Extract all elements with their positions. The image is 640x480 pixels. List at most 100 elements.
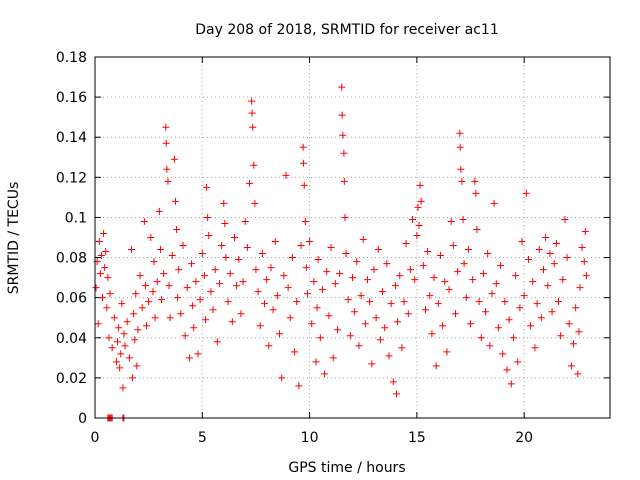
data-point bbox=[419, 262, 427, 270]
data-point bbox=[221, 219, 229, 227]
y-tick-label: 0.08 bbox=[56, 251, 87, 267]
data-point bbox=[396, 272, 404, 280]
data-point bbox=[185, 354, 193, 362]
data-point bbox=[389, 378, 397, 386]
data-point bbox=[353, 258, 361, 266]
data-point bbox=[565, 320, 573, 328]
data-point bbox=[414, 203, 422, 211]
data-point bbox=[479, 270, 487, 278]
data-point bbox=[149, 288, 157, 296]
data-point bbox=[179, 242, 187, 250]
data-point bbox=[104, 274, 112, 282]
data-point bbox=[570, 340, 578, 348]
data-point bbox=[308, 320, 316, 328]
data-point bbox=[248, 109, 256, 117]
data-point bbox=[472, 189, 480, 197]
data-point bbox=[222, 254, 230, 262]
data-point bbox=[580, 258, 588, 266]
data-point bbox=[416, 181, 424, 189]
data-point bbox=[342, 250, 350, 258]
data-point bbox=[503, 366, 511, 374]
x-tick-label: 5 bbox=[198, 430, 207, 446]
data-point bbox=[537, 314, 545, 322]
data-point bbox=[394, 318, 402, 326]
data-point bbox=[162, 123, 170, 131]
data-point bbox=[252, 266, 260, 274]
data-point bbox=[269, 306, 277, 314]
data-point bbox=[447, 217, 455, 225]
data-point bbox=[490, 199, 498, 207]
y-tick-label: 0.14 bbox=[56, 130, 87, 146]
data-point bbox=[574, 370, 582, 378]
data-point bbox=[494, 324, 502, 332]
data-point bbox=[155, 207, 163, 215]
data-point bbox=[340, 149, 348, 157]
data-point bbox=[501, 298, 509, 306]
data-point bbox=[125, 354, 133, 362]
data-point bbox=[145, 298, 153, 306]
data-point bbox=[514, 358, 522, 366]
data-point bbox=[359, 236, 367, 244]
data-point bbox=[316, 334, 324, 342]
data-point bbox=[205, 231, 213, 239]
data-point bbox=[505, 316, 513, 324]
data-point bbox=[372, 314, 380, 322]
data-point bbox=[302, 264, 310, 272]
data-point bbox=[171, 197, 179, 205]
data-point bbox=[458, 177, 466, 185]
x-tick-label: 20 bbox=[515, 430, 533, 446]
data-point bbox=[436, 252, 444, 260]
data-point bbox=[129, 374, 137, 382]
data-point bbox=[194, 350, 202, 358]
y-axis-label: SRMTID / TECUs bbox=[6, 182, 22, 295]
y-tick-label: 0.1 bbox=[65, 210, 87, 226]
data-point bbox=[273, 292, 281, 300]
data-point bbox=[306, 238, 314, 246]
data-point bbox=[434, 300, 442, 308]
data-point bbox=[108, 344, 116, 352]
data-point bbox=[258, 250, 266, 258]
plot-frame bbox=[94, 56, 611, 419]
data-point bbox=[351, 308, 359, 316]
data-point bbox=[263, 276, 271, 284]
data-point bbox=[218, 242, 226, 250]
data-point bbox=[164, 177, 172, 185]
data-point bbox=[456, 129, 464, 137]
data-point bbox=[251, 199, 259, 207]
data-point bbox=[576, 284, 584, 292]
data-point bbox=[529, 278, 537, 286]
data-points bbox=[92, 83, 590, 422]
data-point bbox=[211, 266, 219, 274]
data-point bbox=[303, 290, 311, 298]
data-point bbox=[531, 344, 539, 352]
data-point bbox=[385, 352, 393, 360]
data-point bbox=[321, 370, 329, 378]
data-point bbox=[256, 322, 264, 330]
data-point bbox=[103, 304, 111, 312]
data-point bbox=[402, 240, 410, 248]
data-point bbox=[338, 111, 346, 119]
data-point bbox=[366, 298, 374, 306]
data-point bbox=[361, 320, 369, 328]
data-point bbox=[117, 350, 125, 358]
data-point bbox=[329, 354, 337, 362]
data-point bbox=[170, 155, 178, 163]
data-point bbox=[572, 304, 580, 312]
data-point bbox=[175, 266, 183, 274]
data-point bbox=[443, 348, 451, 356]
data-point bbox=[116, 364, 124, 372]
data-point bbox=[94, 320, 102, 328]
data-point bbox=[192, 278, 200, 286]
data-point bbox=[177, 310, 185, 318]
data-point bbox=[121, 342, 129, 350]
data-point bbox=[261, 300, 269, 308]
data-point bbox=[471, 177, 479, 185]
data-point bbox=[344, 296, 352, 304]
data-point bbox=[460, 260, 468, 268]
data-point bbox=[520, 292, 528, 300]
data-point bbox=[314, 256, 322, 264]
data-point bbox=[143, 322, 150, 330]
data-point bbox=[387, 300, 395, 308]
data-point bbox=[368, 360, 376, 368]
data-point bbox=[559, 276, 567, 284]
